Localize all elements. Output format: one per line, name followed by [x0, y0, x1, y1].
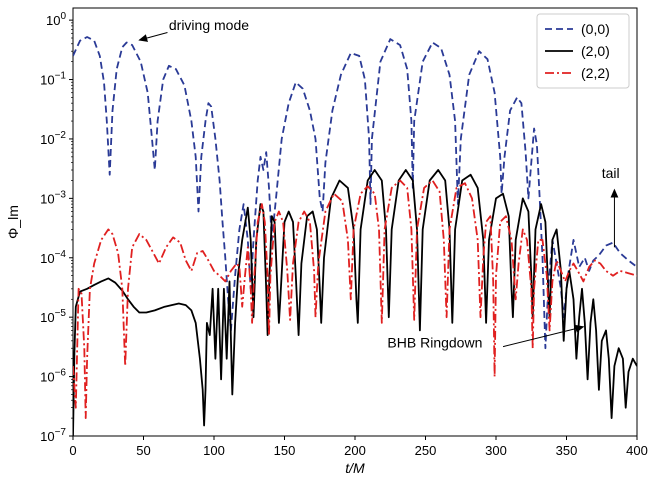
x-tick-label: 100: [203, 443, 225, 458]
x-tick-label: 150: [274, 443, 296, 458]
y-tick-label: 10−6: [40, 368, 66, 385]
x-axis: 0 50 100 150 200 250 300 350 400: [69, 436, 648, 458]
y-axis-label-text: Φ_lm: [5, 205, 21, 239]
annotation-arrow-2: [502, 324, 585, 348]
x-tick-label: 300: [485, 443, 507, 458]
y-axis-label: Φ_lm: [5, 205, 21, 239]
x-tick-label: 250: [415, 443, 437, 458]
y-axis: 10−7 10−6 10−5 10−4 10−3 10−2 10−1 100: [40, 11, 73, 444]
y-tick-label: 10−5: [40, 308, 66, 325]
series-line-0: [73, 36, 637, 350]
legend: (0,0) (2,0) (2,2): [536, 13, 630, 89]
legend-label-1: (2,0): [581, 43, 610, 59]
y-tick-label: 10−7: [40, 427, 66, 444]
series-line-1: [73, 169, 637, 436]
x-tick-label: 50: [136, 443, 150, 458]
annotation-text-0: driving mode: [169, 17, 249, 33]
legend-label-0: (0,0): [581, 21, 610, 37]
annotation-text-2: BHB Ringdown: [387, 334, 482, 350]
x-axis-label: t/M: [345, 460, 365, 476]
y-tick-label: 10−4: [40, 249, 66, 266]
x-tick-label: 350: [556, 443, 578, 458]
annotation-arrow-0: [138, 31, 168, 42]
x-tick-label: 0: [69, 443, 76, 458]
y-tick-label: 10−3: [40, 189, 66, 206]
y-tick-label: 10−2: [40, 130, 66, 147]
annotations: driving mode tail BHB Ringdown: [138, 17, 620, 350]
legend-label-2: (2,2): [581, 65, 610, 81]
y-tick-label: 100: [46, 11, 66, 28]
x-tick-label: 200: [344, 443, 366, 458]
y-tick-label: 10−1: [40, 71, 66, 88]
series-layer: [73, 36, 637, 436]
x-axis-label-text: t/M: [345, 460, 365, 476]
x-tick-label: 400: [626, 443, 648, 458]
legend-box: [536, 13, 630, 89]
annotation-text-1: tail: [602, 165, 620, 181]
series-line-2: [73, 179, 637, 419]
